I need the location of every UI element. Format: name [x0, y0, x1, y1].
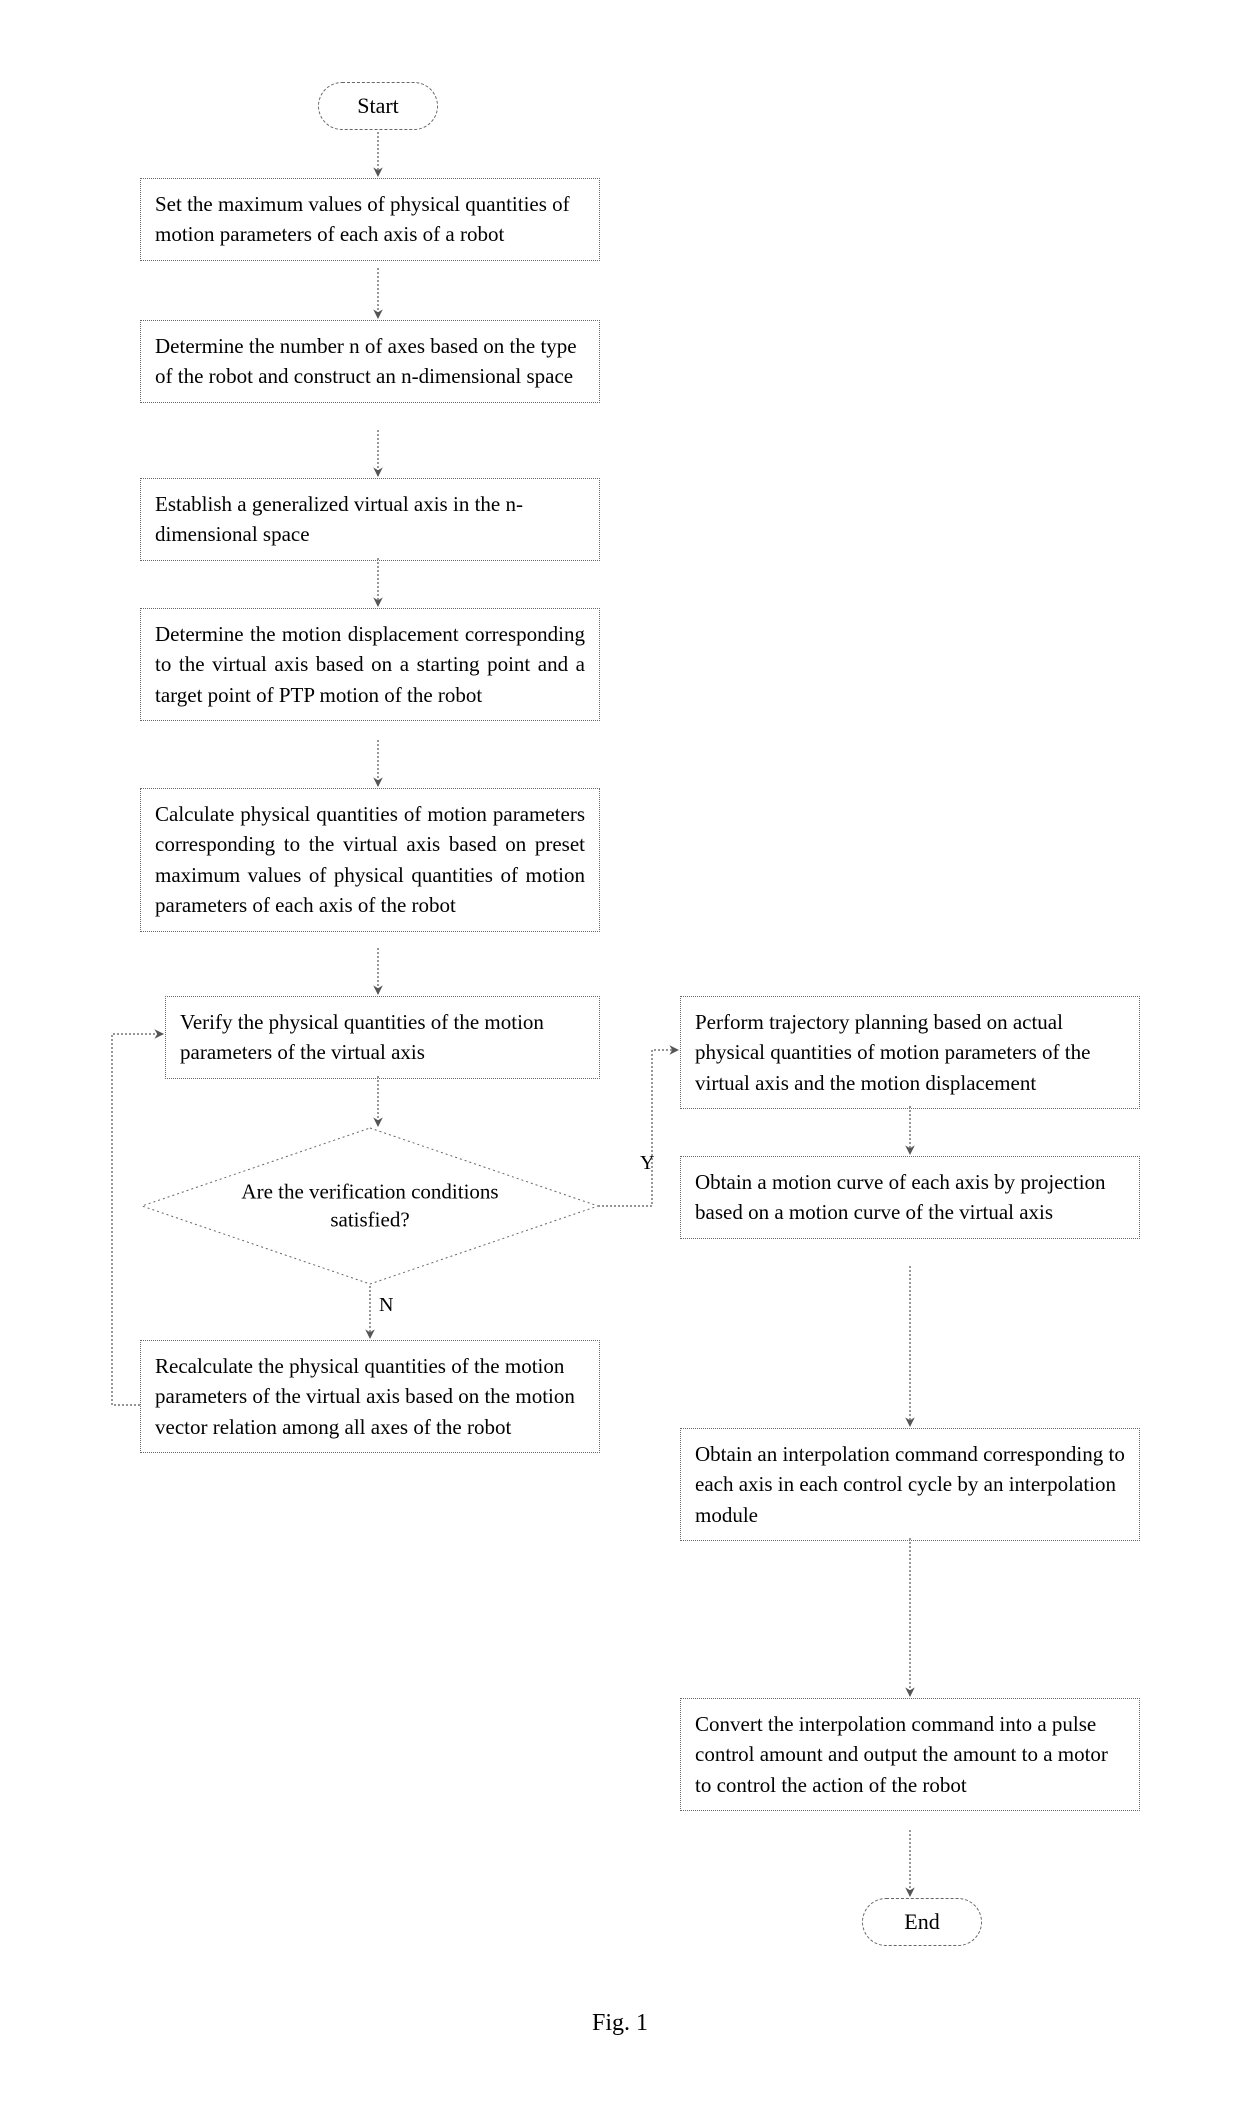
node-set-max-text: Set the maximum values of physical quant… — [155, 192, 570, 246]
node-motion-curve: Obtain a motion curve of each axis by pr… — [680, 1156, 1140, 1239]
node-set-max: Set the maximum values of physical quant… — [140, 178, 600, 261]
node-recalculate-text: Recalculate the physical quantities of t… — [155, 1354, 575, 1439]
end-label: End — [904, 1909, 939, 1934]
node-establish-virtual-axis-text: Establish a generalized virtual axis in … — [155, 492, 523, 546]
node-convert-pulse: Convert the interpolation command into a… — [680, 1698, 1140, 1811]
node-determine-axes-text: Determine the number n of axes based on … — [155, 334, 577, 388]
no-label: N — [379, 1294, 393, 1317]
node-determine-displacement-text: Determine the motion displacement corres… — [155, 622, 585, 707]
node-determine-axes: Determine the number n of axes based on … — [140, 320, 600, 403]
node-recalculate: Recalculate the physical quantities of t… — [140, 1340, 600, 1453]
decision-label: Are the verification conditions satisfie… — [209, 1178, 531, 1235]
end-terminator: End — [862, 1898, 982, 1946]
start-label: Start — [357, 93, 399, 118]
node-calculate-physical-text: Calculate physical quantities of motion … — [155, 802, 585, 917]
node-establish-virtual-axis: Establish a generalized virtual axis in … — [140, 478, 600, 561]
node-trajectory-text: Perform trajectory planning based on act… — [695, 1010, 1090, 1095]
node-convert-pulse-text: Convert the interpolation command into a… — [695, 1712, 1108, 1797]
node-verify: Verify the physical quantities of the mo… — [165, 996, 600, 1079]
node-calculate-physical: Calculate physical quantities of motion … — [140, 788, 600, 932]
decision-verification: Are the verification conditions satisfie… — [140, 1126, 600, 1286]
node-motion-curve-text: Obtain a motion curve of each axis by pr… — [695, 1170, 1106, 1224]
node-interpolation: Obtain an interpolation command correspo… — [680, 1428, 1140, 1541]
figure-caption: Fig. 1 — [560, 2010, 680, 2037]
node-trajectory: Perform trajectory planning based on act… — [680, 996, 1140, 1109]
node-interpolation-text: Obtain an interpolation command correspo… — [695, 1442, 1125, 1527]
node-determine-displacement: Determine the motion displacement corres… — [140, 608, 600, 721]
yes-label: Y — [640, 1152, 654, 1175]
node-verify-text: Verify the physical quantities of the mo… — [180, 1010, 544, 1064]
start-terminator: Start — [318, 82, 438, 130]
